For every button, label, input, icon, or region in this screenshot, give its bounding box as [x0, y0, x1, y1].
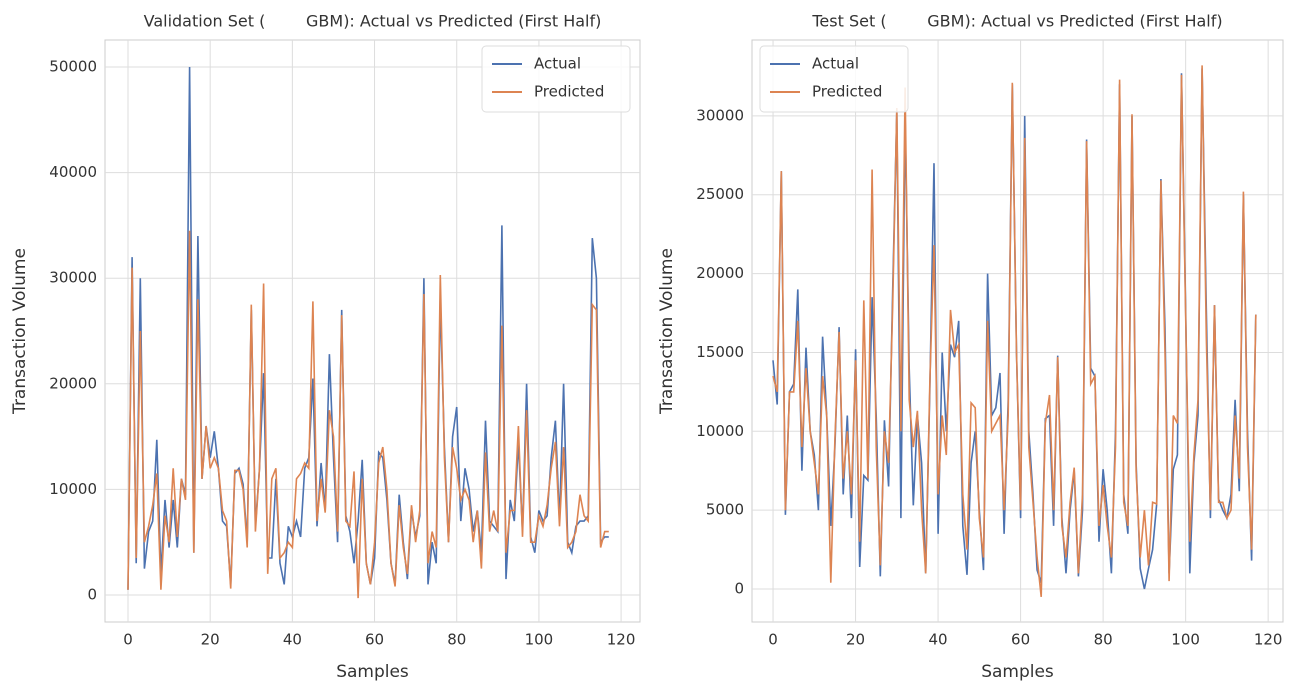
y-tick-label: 30000 — [696, 106, 744, 124]
y-axis-label: Transaction Volume — [657, 248, 677, 415]
x-tick-label: 40 — [283, 631, 302, 649]
y-tick-label: 20000 — [49, 374, 97, 392]
chart-title: Validation Set ( GBM): Actual vs Predict… — [144, 12, 602, 31]
x-tick-label: 100 — [1171, 631, 1200, 649]
x-tick-label: 120 — [607, 631, 636, 649]
x-tick-label: 60 — [1011, 631, 1030, 649]
x-tick-label: 100 — [525, 631, 554, 649]
y-tick-label: 20000 — [696, 264, 744, 282]
chart-title: Test Set ( GBM): Actual vs Predicted (Fi… — [811, 12, 1222, 31]
data-line — [127, 230, 609, 599]
x-tick-label: 0 — [123, 631, 133, 649]
subplot: 0 5000 10000 15000 20000 25000 30000 0 20 40 60 80 1… — [657, 12, 1284, 682]
plot-area — [104, 39, 641, 623]
plot-area — [751, 39, 1284, 623]
y-axis-label: Transaction Volume — [10, 248, 30, 415]
data-line — [772, 65, 1257, 597]
y-tick-label: 0 — [87, 585, 97, 603]
y-tick-label: 15000 — [696, 343, 744, 361]
x-axis-label: Samples — [336, 662, 409, 682]
x-tick-label: 60 — [365, 631, 384, 649]
y-tick-label: 25000 — [696, 185, 744, 203]
x-tick-label: 20 — [201, 631, 220, 649]
legend-label: Actual — [534, 55, 581, 73]
y-tick-label: 40000 — [49, 163, 97, 181]
x-tick-label: 120 — [1254, 631, 1283, 649]
subplot: 0 10000 20000 30000 40000 50000 0 20 40 60 80 100 12… — [10, 12, 641, 682]
y-tick-label: 30000 — [49, 269, 97, 287]
legend-box — [481, 45, 631, 113]
x-axis-label: Samples — [981, 662, 1054, 682]
legend-box — [759, 45, 909, 113]
y-tick-label: 10000 — [696, 422, 744, 440]
legend-label: Predicted — [812, 83, 882, 101]
y-tick-label: 10000 — [49, 480, 97, 498]
legend-label: Actual — [812, 55, 859, 73]
x-tick-label: 80 — [447, 631, 466, 649]
y-tick-label: 0 — [734, 580, 744, 598]
y-tick-label: 5000 — [706, 501, 744, 519]
x-tick-label: 80 — [1094, 631, 1113, 649]
y-tick-label: 50000 — [49, 58, 97, 76]
x-tick-label: 20 — [846, 631, 865, 649]
legend-label: Predicted — [534, 83, 604, 101]
x-tick-label: 0 — [768, 631, 778, 649]
x-tick-label: 40 — [929, 631, 948, 649]
